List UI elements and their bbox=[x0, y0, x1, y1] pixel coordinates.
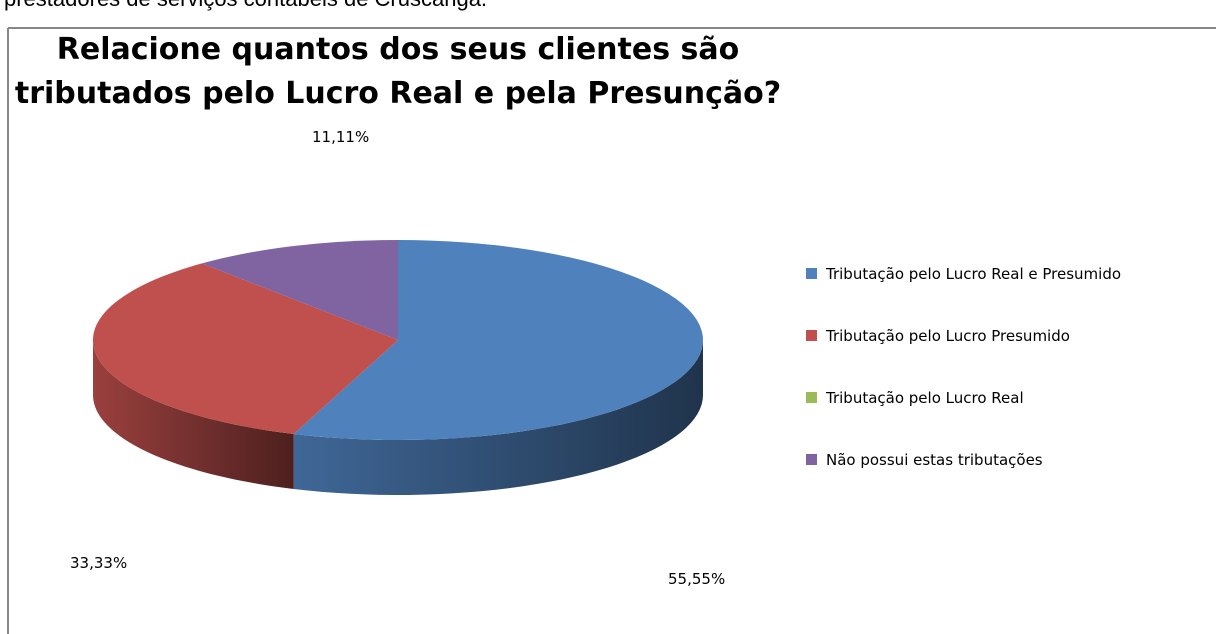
slice bbox=[201, 240, 398, 340]
data-label: 11,11% bbox=[312, 128, 370, 146]
data-label: 33,33% bbox=[70, 554, 128, 572]
slice bbox=[92, 263, 398, 434]
caption: prestadores de serviços contábeis de Cru… bbox=[4, 0, 487, 12]
legend-label: Tributação pelo Lucro Presumido bbox=[826, 327, 1070, 345]
slice-side bbox=[93, 340, 294, 489]
legend-label: Tributação pelo Lucro Real e Presumido bbox=[826, 265, 1122, 283]
legend-swatch bbox=[806, 330, 817, 341]
slice bbox=[293, 240, 703, 440]
slice-side bbox=[293, 340, 703, 495]
data-label: 55,55% bbox=[668, 570, 726, 588]
legend-label: Tributação pelo Lucro Real bbox=[826, 389, 1024, 407]
legend-swatch bbox=[806, 268, 817, 279]
legend-label: Não possui estas tributações bbox=[826, 451, 1043, 469]
legend-swatch bbox=[806, 392, 817, 403]
legend-swatch bbox=[806, 454, 817, 465]
chart-title: tributados pelo Lucro Real e pela Presun… bbox=[14, 76, 782, 111]
chart-title: Relacione quantos dos seus clientes são bbox=[56, 32, 740, 67]
